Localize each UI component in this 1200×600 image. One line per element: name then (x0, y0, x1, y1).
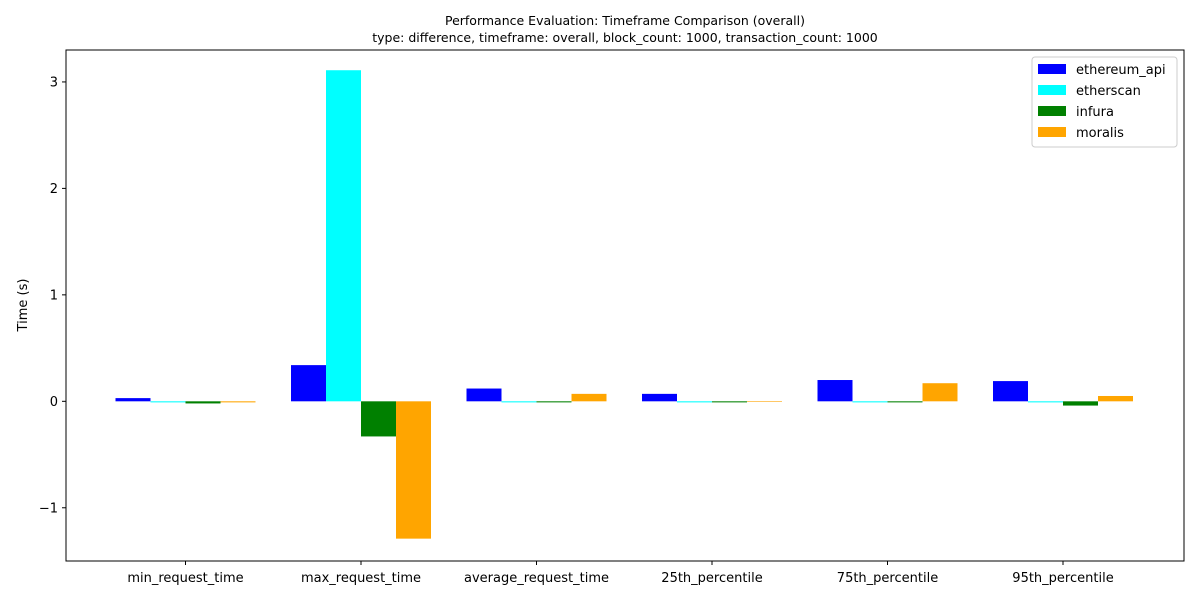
bar-ethereum_api-max_request_time (291, 365, 326, 402)
bar-etherscan-min_request_time (150, 401, 186, 403)
bar-infura-min_request_time (185, 401, 221, 404)
chart-subtitle: type: difference, timeframe: overall, bl… (372, 30, 878, 45)
y-tick-label: 1 (50, 288, 58, 303)
bar-moralis-95th_percentile (1098, 395, 1133, 402)
legend: ethereum_api etherscan infura moralis (1031, 56, 1178, 148)
legend-label-moralis: moralis (1076, 126, 1124, 141)
bar-etherscan-75th_percentile (852, 401, 888, 403)
x-tick-label: 95th_percentile (1012, 571, 1113, 586)
bar-infura-25th_percentile (712, 401, 747, 403)
bar-ethereum_api-75th_percentile (817, 380, 853, 402)
bar-moralis-25th_percentile (747, 401, 782, 402)
bar-etherscan-max_request_time (326, 70, 361, 402)
axes-frame (65, 49, 1185, 562)
x-tick-label: 25th_percentile (661, 571, 762, 586)
legend-label-etherscan: etherscan (1076, 84, 1141, 99)
y-tick-label: 0 (50, 395, 58, 410)
legend-swatch-etherscan (1038, 85, 1066, 95)
bar-ethereum_api-average_request_time (466, 388, 502, 402)
x-tick-label: max_request_time (301, 571, 421, 586)
x-tick-label: 75th_percentile (837, 571, 938, 586)
bar-infura-95th_percentile (1063, 401, 1098, 406)
y-tick-label: 3 (50, 75, 58, 90)
bar-moralis-75th_percentile (922, 383, 958, 402)
bar-ethereum_api-25th_percentile (642, 393, 677, 402)
bar-ethereum_api-95th_percentile (993, 381, 1028, 402)
y-tick-label: 2 (50, 182, 58, 197)
bar-moralis-max_request_time (396, 401, 431, 539)
legend-frame (1031, 56, 1178, 148)
plot-area: min_request_time max_request_time average_… (39, 70, 1133, 586)
legend-swatch-moralis (1038, 127, 1066, 137)
legend-label-infura: infura (1076, 105, 1114, 120)
y-axis-label: Time (s) (16, 279, 31, 333)
bar-infura-average_request_time (536, 401, 572, 403)
bar-etherscan-average_request_time (501, 401, 537, 403)
x-tick-label: min_request_time (127, 571, 243, 586)
bar-etherscan-95th_percentile (1028, 401, 1063, 403)
bar-ethereum_api-min_request_time (115, 398, 151, 402)
x-tick-label: average_request_time (464, 571, 609, 586)
chart-title: Performance Evaluation: Timeframe Compar… (445, 13, 805, 28)
legend-label-ethereum_api: ethereum_api (1076, 63, 1166, 78)
bar-etherscan-25th_percentile (677, 401, 712, 403)
y-tick-label: −1 (39, 501, 58, 516)
bar-moralis-min_request_time (220, 401, 256, 403)
bar-infura-75th_percentile (887, 401, 923, 403)
legend-swatch-infura (1038, 106, 1066, 116)
legend-swatch-ethereum_api (1038, 64, 1066, 74)
bar-infura-max_request_time (361, 401, 396, 437)
bar-moralis-average_request_time (571, 393, 607, 402)
